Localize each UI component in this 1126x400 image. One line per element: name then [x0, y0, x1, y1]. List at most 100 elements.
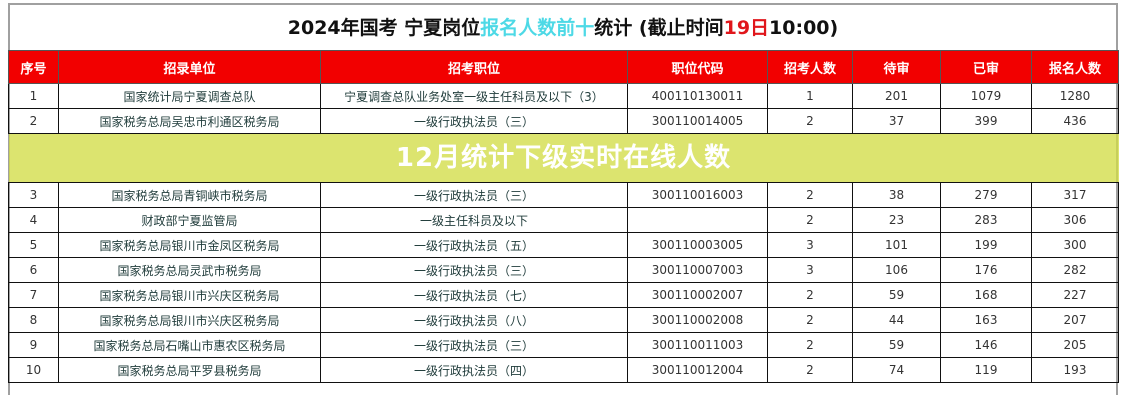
cell-rank: 8 — [8, 307, 59, 333]
cell-pos: 一级行政执法员（四） — [320, 357, 628, 383]
cell-total: 205 — [1031, 332, 1119, 358]
table-row: 3 国家税务总局青铜峡市税务局 一级行政执法员（三） 300110016003 2 38 2… — [8, 182, 1119, 208]
page-title: 2024年国考 宁夏岗位报名人数前十统计 (截止时间19日10:00) — [8, 6, 1118, 50]
table-row: 8 国家税务总局银川市兴庆区税务局 一级行政执法员（八） 300110002008 2 4… — [8, 307, 1119, 333]
cell-unit: 国家税务总局石嘴山市惠农区税务局 — [58, 332, 321, 358]
cell-quota: 1 — [767, 83, 853, 109]
table-row: 7 国家税务总局银川市兴庆区税务局 一级行政执法员（七） 300110002007 2 5… — [8, 282, 1119, 308]
table-header-row: 序号 招录单位 招考职位 职位代码 招考人数 待审 已审 报名人数 — [8, 50, 1119, 84]
column-header: 职位代码 — [627, 50, 768, 84]
cell-unit: 国家税务总局银川市金凤区税务局 — [58, 232, 321, 258]
cell-reviewed: 168 — [940, 282, 1032, 308]
cell-quota: 2 — [767, 332, 853, 358]
title-highlight: 报名人数前十 — [480, 17, 595, 39]
banner-cell: 12月统计下级实时在线人数 — [8, 133, 1119, 183]
column-header: 报名人数 — [1031, 50, 1119, 84]
cell-quota: 2 — [767, 182, 853, 208]
cell-pos: 宁夏调查总队业务处室一级主任科员及以下（3） — [320, 83, 628, 109]
cell-unit: 国家税务总局平罗县税务局 — [58, 357, 321, 383]
column-header: 招考人数 — [767, 50, 853, 84]
cell-code: 300110002007 — [627, 282, 768, 308]
cell-total: 227 — [1031, 282, 1119, 308]
cell-total: 306 — [1031, 207, 1119, 233]
cell-pos: 一级主任科员及以下 — [320, 207, 628, 233]
cell-code: 300110002008 — [627, 307, 768, 333]
column-header: 待审 — [852, 50, 941, 84]
cell-unit: 国家税务总局银川市兴庆区税务局 — [58, 282, 321, 308]
cell-rank: 6 — [8, 257, 59, 283]
cell-reviewed: 146 — [940, 332, 1032, 358]
cell-pos: 一级行政执法员（三） — [320, 332, 628, 358]
cell-total: 207 — [1031, 307, 1119, 333]
cell-pending: 38 — [852, 182, 941, 208]
table-row: 6 国家税务总局灵武市税务局 一级行政执法员（三） 300110007003 3 106 1… — [8, 257, 1119, 283]
cell-pos: 一级行政执法员（五） — [320, 232, 628, 258]
cell-pending: 101 — [852, 232, 941, 258]
cell-pending: 37 — [852, 108, 941, 134]
cell-total: 317 — [1031, 182, 1119, 208]
cell-pending: 106 — [852, 257, 941, 283]
cell-pos: 一级行政执法员（八） — [320, 307, 628, 333]
cell-code: 400110130011 — [627, 83, 768, 109]
cell-pending: 23 — [852, 207, 941, 233]
cell-rank: 9 — [8, 332, 59, 358]
banner-text: 12月统计下级实时在线人数 — [395, 143, 732, 173]
cell-unit: 财政部宁夏监管局 — [58, 207, 321, 233]
cell-code: 300110003005 — [627, 232, 768, 258]
cell-rank: 4 — [8, 207, 59, 233]
cell-reviewed: 1079 — [940, 83, 1032, 109]
cell-total: 282 — [1031, 257, 1119, 283]
cell-rank: 7 — [8, 282, 59, 308]
title-date: 19日 — [723, 17, 770, 39]
cell-code: 300110016003 — [627, 182, 768, 208]
cell-quota: 3 — [767, 232, 853, 258]
cell-rank: 1 — [8, 83, 59, 109]
table-row: 9 国家税务总局石嘴山市惠农区税务局 一级行政执法员（三） 300110011003 2… — [8, 332, 1119, 358]
table-row: 10 国家税务总局平罗县税务局 一级行政执法员（四） 300110012004 2 74 1… — [8, 357, 1119, 383]
cell-pos: 一级行政执法员（三） — [320, 108, 628, 134]
cell-quota: 2 — [767, 307, 853, 333]
column-header: 招录单位 — [58, 50, 321, 84]
cell-code: 300110011003 — [627, 332, 768, 358]
cell-reviewed: 176 — [940, 257, 1032, 283]
cell-reviewed: 163 — [940, 307, 1032, 333]
title-text-2: 统计 (截止时间 — [594, 17, 724, 39]
cell-reviewed: 279 — [940, 182, 1032, 208]
title-time: 10:00) — [769, 17, 839, 39]
ranking-table: 序号 招录单位 招考职位 职位代码 招考人数 待审 已审 报名人数 1 国家统计局宁夏调查总队宁… — [8, 50, 1119, 383]
title-text: 2024年国考 宁夏岗位 — [287, 17, 481, 39]
table-row: 4 财政部宁夏监管局 一级主任科员及以下 2 23 283 306 — [8, 207, 1119, 233]
cell-rank: 2 — [8, 108, 59, 134]
cell-unit: 国家税务总局银川市兴庆区税务局 — [58, 307, 321, 333]
cell-rank: 5 — [8, 232, 59, 258]
cell-total: 193 — [1031, 357, 1119, 383]
cell-pos: 一级行政执法员（三） — [320, 257, 628, 283]
cell-quota: 2 — [767, 282, 853, 308]
cell-total: 1280 — [1031, 83, 1119, 109]
cell-pending: 44 — [852, 307, 941, 333]
cell-code: 300110012004 — [627, 357, 768, 383]
cell-pending: 74 — [852, 357, 941, 383]
cell-unit: 国家税务总局青铜峡市税务局 — [58, 182, 321, 208]
column-header: 已审 — [940, 50, 1032, 84]
overlay-banner: 12月统计下级实时在线人数 — [8, 133, 1119, 183]
cell-total: 300 — [1031, 232, 1119, 258]
cell-total: 436 — [1031, 108, 1119, 134]
table-row: 1 国家统计局宁夏调查总队 宁夏调查总队业务处室一级主任科员及以下（3） 400110… — [8, 83, 1119, 109]
cell-code — [627, 207, 768, 233]
column-header: 序号 — [8, 50, 59, 84]
cell-rank: 3 — [8, 182, 59, 208]
cell-quota: 2 — [767, 108, 853, 134]
cell-pending: 59 — [852, 332, 941, 358]
cell-reviewed: 283 — [940, 207, 1032, 233]
cell-unit: 国家统计局宁夏调查总队 — [58, 83, 321, 109]
cell-reviewed: 199 — [940, 232, 1032, 258]
cell-pos: 一级行政执法员（三） — [320, 182, 628, 208]
cell-unit: 国家税务总局吴忠市利通区税务局 — [58, 108, 321, 134]
column-header: 招考职位 — [320, 50, 628, 84]
cell-reviewed: 399 — [940, 108, 1032, 134]
cell-rank: 10 — [8, 357, 59, 383]
cell-quota: 2 — [767, 357, 853, 383]
cell-pos: 一级行政执法员（七） — [320, 282, 628, 308]
cell-pending: 201 — [852, 83, 941, 109]
